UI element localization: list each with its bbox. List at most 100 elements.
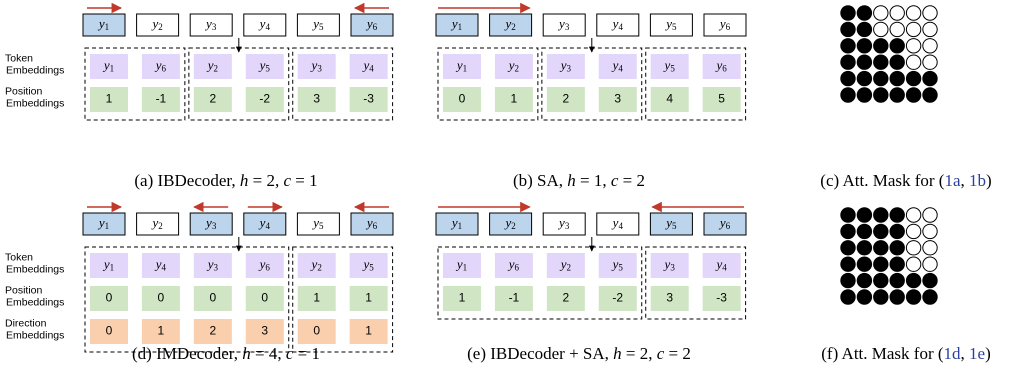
mask-dot-empty [922, 240, 938, 256]
caption: (f) Att. Mask for (1d, 1e) [821, 344, 991, 363]
position-embedding-cell [245, 87, 284, 112]
mask-dot-empty [905, 5, 922, 21]
token-embedding-cell [89, 54, 128, 79]
caption: (e) IBDecoder + SA, h = 2, c = 2 [467, 344, 691, 363]
mask-dot-filled [922, 87, 938, 103]
position-value: -1 [509, 291, 520, 305]
token-label: y3 [310, 57, 323, 73]
group-box [188, 47, 290, 121]
mask-dot-filled [856, 38, 873, 54]
token-label: y5 [663, 57, 676, 73]
mask-dot-filled [889, 54, 905, 70]
mask-dot-empty [873, 5, 889, 21]
token-label: y1 [455, 57, 467, 73]
direction-embedding-cell [193, 319, 232, 344]
position-value: 3 [666, 291, 673, 305]
position-value: -2 [612, 291, 623, 305]
mask-dot-empty [905, 256, 922, 272]
caption: (d) IMDecoder, h = 4, c = 1 [132, 344, 320, 363]
mask-dot-filled [889, 240, 905, 256]
direction-value: 3 [261, 324, 268, 338]
sequence-cell [82, 13, 126, 37]
token-label: y2 [206, 57, 218, 73]
mask-dot-filled [856, 70, 873, 87]
position-value: -3 [363, 92, 374, 106]
token-label: y1 [102, 256, 114, 272]
mask-dot-empty [889, 5, 905, 21]
token-label: y2 [507, 57, 519, 73]
position-embedding-cell [702, 286, 741, 311]
token-embedding-cell [546, 253, 585, 278]
position-value: -2 [259, 92, 270, 106]
token-label: y4 [258, 16, 271, 32]
direction-embedding-cell [141, 319, 180, 344]
token-label: y6 [258, 256, 271, 272]
token-embedding-cell [598, 54, 637, 79]
mask-dot-filled [873, 289, 889, 305]
position-embedding-cell [89, 286, 128, 311]
direction-embedding-cell [349, 319, 388, 344]
sequence-cell [596, 212, 640, 236]
position-embedding-cell [297, 286, 336, 311]
mask-dot-filled [873, 38, 889, 54]
token-embedding-cell [193, 54, 232, 79]
position-embedding-cell [442, 87, 481, 112]
position-value: 0 [106, 291, 113, 305]
token-label: y3 [204, 16, 217, 32]
token-label: y4 [611, 16, 624, 32]
token-label: y4 [361, 57, 374, 73]
position-value: 1 [459, 291, 466, 305]
row-label-position: Position [5, 285, 43, 297]
token-label: y1 [97, 16, 109, 32]
direction-value: 0 [106, 324, 113, 338]
position-embedding-cell [141, 286, 180, 311]
sequence-cell [703, 13, 747, 37]
mask-dot-filled [840, 5, 856, 21]
sequence-cell [703, 212, 747, 236]
mask-dot-filled [840, 223, 856, 240]
position-value: 1 [365, 291, 372, 305]
mask-dot-filled [889, 289, 905, 305]
mask-dot-filled [873, 87, 889, 103]
position-value: 0 [459, 92, 466, 106]
position-embedding-cell [193, 87, 232, 112]
mask-dot-filled [889, 223, 905, 240]
token-embedding-cell [650, 54, 689, 79]
position-value: 3 [614, 92, 621, 106]
caption: (c) Att. Mask for (1a, 1b) [820, 171, 991, 190]
token-embedding-cell [245, 253, 284, 278]
mask-dot-filled [856, 207, 873, 223]
sequence-cell [296, 13, 340, 37]
token-embedding-cell [598, 253, 637, 278]
panel-a: y1 y2 y3 y4 y5 y6y11y6-1y22y5-2y33y4-3TokenEm… [5, 2, 394, 190]
position-value: 1 [313, 291, 320, 305]
token-label: y3 [204, 215, 217, 231]
mask-dot-filled [840, 21, 856, 38]
mask-dot-filled [856, 5, 873, 21]
mask-dot-empty [922, 54, 938, 70]
mask-dot-filled [889, 256, 905, 272]
mask-dot-filled [840, 256, 856, 272]
token-label: y6 [718, 16, 731, 32]
position-embedding-cell [245, 286, 284, 311]
sequence-cell [435, 13, 479, 37]
token-label: y1 [450, 16, 462, 32]
mask-dot-empty [922, 21, 938, 38]
token-embedding-cell [297, 253, 336, 278]
mask-dot-filled [840, 70, 856, 87]
sequence-cell [649, 212, 693, 236]
mask-dot-empty [905, 21, 922, 38]
sequence-cell [296, 212, 340, 236]
mask-dot-filled [905, 289, 922, 305]
token-label: y5 [611, 256, 624, 272]
caption: (b) SA, h = 1, c = 2 [513, 171, 645, 190]
token-label: y3 [206, 256, 219, 272]
position-value: 2 [209, 92, 216, 106]
token-label: y3 [557, 215, 570, 231]
position-embedding-cell [546, 286, 585, 311]
sequence-cell [649, 13, 693, 37]
position-embedding-cell [494, 87, 533, 112]
token-label: y4 [611, 215, 624, 231]
token-label: y1 [450, 215, 462, 231]
